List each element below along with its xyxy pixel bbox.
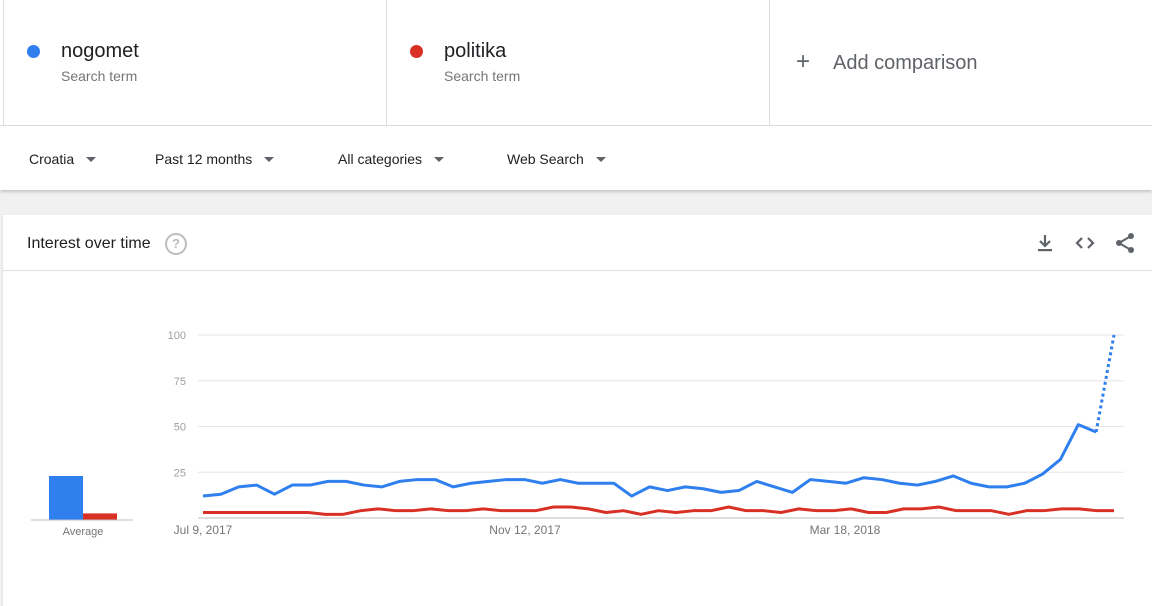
time-range-dropdown[interactable]: Past 12 months — [155, 151, 275, 167]
region-label: Croatia — [29, 151, 75, 167]
y-tick-label: 25 — [174, 467, 186, 479]
add-comparison-button[interactable]: + Add comparison — [769, 0, 1152, 125]
series-line-nogomet — [202, 423, 1097, 498]
series-line-politika — [203, 505, 1114, 516]
search-type-dropdown[interactable]: Web Search — [507, 151, 606, 167]
x-tick-label: Jul 9, 2017 — [174, 523, 233, 537]
category-dropdown[interactable]: All categories — [338, 151, 445, 167]
term-name[interactable]: politika — [444, 40, 507, 62]
average-bars: Average — [31, 476, 133, 538]
average-bar-nogomet — [49, 476, 83, 520]
y-tick-label: 100 — [168, 330, 186, 342]
x-tick-label: Nov 12, 2017 — [489, 523, 561, 537]
caret-down-icon — [264, 156, 275, 162]
y-tick-label: 50 — [174, 422, 186, 434]
add-comparison-label: Add comparison — [833, 52, 978, 74]
chart-lines — [202, 334, 1116, 516]
average-bar-politika — [83, 513, 117, 520]
search-terms-bar: nogomet Search term politika Search term… — [0, 0, 1152, 126]
series-partial-line-nogomet — [1094, 334, 1116, 433]
chart-grid: 100 75 50 25 — [168, 330, 1124, 519]
plus-icon: + — [796, 48, 811, 75]
term-subtitle: Search term — [444, 68, 521, 84]
average-label: Average — [63, 526, 104, 538]
help-icon[interactable]: ? — [165, 233, 187, 255]
series-color-dot — [27, 45, 40, 58]
caret-down-icon — [86, 156, 97, 162]
term-card-nogomet[interactable]: nogomet Search term — [3, 0, 386, 125]
card-header: Interest over time ? — [3, 215, 1152, 271]
term-subtitle: Search term — [61, 68, 138, 84]
embed-icon[interactable] — [1073, 231, 1097, 255]
category-label: All categories — [338, 151, 423, 167]
caret-down-icon — [434, 156, 445, 162]
series-color-dot — [410, 45, 423, 58]
x-tick-label: Mar 18, 2018 — [810, 523, 881, 537]
filter-bar: Croatia Past 12 months All categories We… — [0, 126, 1152, 190]
x-axis-labels: Jul 9, 2017 Nov 12, 2017 Mar 18, 2018 — [174, 523, 881, 537]
term-card-politika[interactable]: politika Search term — [386, 0, 769, 125]
time-range-label: Past 12 months — [155, 151, 253, 167]
caret-down-icon — [595, 156, 606, 162]
y-tick-label: 75 — [174, 376, 186, 388]
share-icon[interactable] — [1113, 231, 1137, 255]
card-title: Interest over time — [27, 235, 151, 252]
interest-over-time-chart: 100 75 50 25 Average Jul 9, 2017 Nov 12, 201… — [31, 330, 1124, 538]
region-dropdown[interactable]: Croatia — [29, 151, 97, 167]
interest-over-time-card: Interest over time ? 100 75 50 25 Average J… — [3, 215, 1152, 606]
term-name[interactable]: nogomet — [61, 40, 139, 62]
search-type-label: Web Search — [507, 151, 584, 167]
download-icon[interactable] — [1033, 231, 1057, 255]
